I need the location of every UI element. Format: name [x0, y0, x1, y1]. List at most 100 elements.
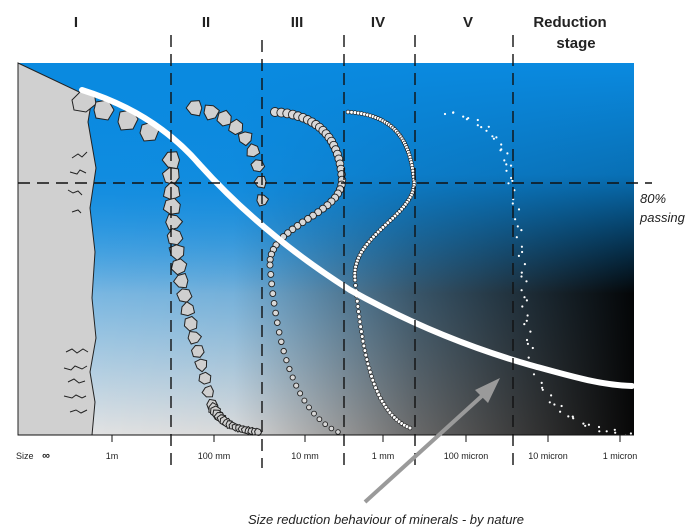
particle	[270, 299, 278, 307]
particle	[357, 319, 363, 324]
particle	[517, 254, 521, 257]
particle	[443, 112, 447, 116]
particle	[278, 338, 285, 345]
particle	[328, 425, 335, 432]
particle	[511, 179, 514, 182]
particle	[356, 309, 361, 314]
particle	[376, 392, 381, 397]
particle	[510, 176, 513, 180]
stage-label-1: I	[74, 14, 78, 31]
particle	[293, 222, 302, 230]
stage-label-5: V	[463, 14, 473, 31]
particle	[541, 388, 544, 391]
particle	[527, 356, 530, 359]
particle	[500, 143, 503, 146]
particle	[476, 118, 479, 122]
particle	[183, 315, 198, 332]
particle	[523, 323, 526, 326]
particle	[373, 385, 378, 390]
particle	[520, 275, 523, 278]
particle	[194, 358, 208, 373]
particle	[356, 314, 362, 319]
particle	[322, 421, 329, 428]
particle	[514, 218, 517, 221]
size-tick-1mm: 1 mm	[372, 451, 395, 461]
particle	[267, 270, 275, 278]
passing-label-line2: passing	[639, 210, 686, 225]
particle	[362, 348, 368, 353]
particle	[541, 386, 544, 389]
rock-face	[17, 62, 97, 436]
particle	[268, 280, 276, 288]
particle	[364, 357, 370, 362]
particle	[316, 416, 323, 423]
particle	[266, 261, 274, 269]
particle	[531, 346, 534, 350]
particle	[550, 394, 553, 397]
size-tick-100micron: 100 micron	[444, 451, 489, 461]
particle	[306, 404, 312, 411]
particle	[187, 330, 203, 345]
particle	[452, 111, 455, 114]
particle	[275, 329, 283, 336]
particle	[297, 390, 304, 397]
particle	[180, 301, 196, 317]
particle	[520, 245, 524, 248]
particle	[597, 425, 601, 429]
particle	[503, 159, 506, 162]
particle	[521, 305, 524, 308]
particle	[253, 175, 267, 189]
particle	[491, 135, 494, 138]
particle	[359, 329, 364, 334]
caption-arrow	[363, 378, 500, 504]
particle	[509, 164, 513, 167]
particle	[516, 225, 519, 228]
particle	[525, 338, 529, 342]
particle	[495, 136, 498, 139]
particle	[505, 163, 508, 166]
particle	[176, 288, 193, 303]
particle	[304, 215, 312, 223]
particle	[361, 343, 367, 349]
particle	[520, 229, 523, 232]
particle	[525, 299, 529, 302]
particle	[283, 357, 290, 364]
particle	[559, 410, 562, 413]
particle	[172, 272, 189, 289]
size-axis-label: Size	[16, 451, 34, 461]
particle	[467, 117, 470, 120]
particle	[250, 159, 266, 173]
particle	[507, 182, 510, 185]
particle	[525, 319, 528, 322]
size-tick-10micron: 10 micron	[528, 451, 568, 461]
stage-label-3: III	[291, 14, 304, 31]
particle	[571, 415, 574, 418]
particle	[499, 149, 502, 152]
particle	[228, 118, 244, 136]
size-tick-1m: 1m	[106, 451, 119, 461]
particle	[613, 428, 616, 431]
particle	[614, 431, 617, 434]
particle	[269, 290, 277, 297]
particle	[525, 280, 528, 283]
particle	[237, 131, 253, 147]
particle	[286, 365, 293, 373]
particle	[572, 417, 575, 420]
size-tick-infinity: ∞	[42, 450, 50, 462]
particle	[370, 377, 376, 383]
particle	[506, 152, 509, 155]
particle	[605, 430, 608, 433]
size-axis-ticks	[111, 435, 621, 442]
stage-4-particle-curve	[345, 109, 417, 431]
particle	[407, 425, 413, 431]
particle	[358, 324, 363, 329]
particle	[203, 104, 221, 121]
particle	[520, 271, 523, 274]
particle	[523, 296, 526, 299]
size-tick-1micron: 1 micron	[603, 451, 638, 461]
particle	[162, 197, 181, 215]
stage-5-particle-curve	[443, 111, 633, 437]
caption: Size reduction behaviour of minerals - b…	[248, 512, 524, 527]
size-tick-10mm: 10 mm	[291, 451, 319, 461]
particle	[355, 298, 360, 304]
